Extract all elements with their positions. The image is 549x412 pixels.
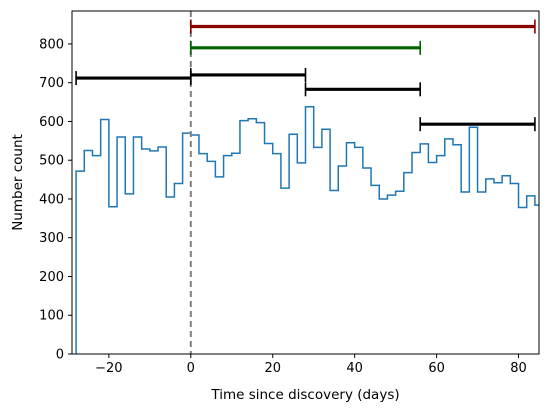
histogram-step-line	[75, 105, 539, 354]
x-tick-label: 0	[187, 361, 195, 376]
x-tick-label: −20	[95, 361, 122, 376]
chart-marks	[75, 11, 539, 354]
y-tick-label: 600	[39, 115, 64, 130]
x-tick-label: 60	[428, 361, 445, 376]
x-axis-label: Time since discovery (days)	[210, 387, 399, 403]
interval-bar-black-1	[189, 67, 307, 82]
x-tick-label: 20	[264, 361, 281, 376]
y-tick-label: 400	[39, 192, 64, 207]
interval-bar-black-2	[304, 82, 422, 97]
y-tick-label: 700	[39, 76, 64, 91]
interval-bar-red-5	[189, 19, 536, 34]
interval-bar-green-4	[189, 40, 422, 55]
y-tick-label: 100	[39, 309, 64, 324]
y-tick-label: 200	[39, 270, 64, 285]
axes-frame	[71, 10, 540, 355]
interval-bar-black-0	[75, 71, 192, 86]
y-tick-label: 0	[56, 348, 64, 363]
y-tick-label: 300	[39, 231, 64, 246]
x-tick-label: 40	[346, 361, 363, 376]
y-tick-label: 500	[39, 154, 64, 169]
interval-bar-black-3	[419, 117, 536, 132]
y-tick-label: 800	[39, 37, 64, 52]
x-tick-label: 80	[510, 361, 527, 376]
y-axis-label: Number count	[10, 134, 26, 231]
